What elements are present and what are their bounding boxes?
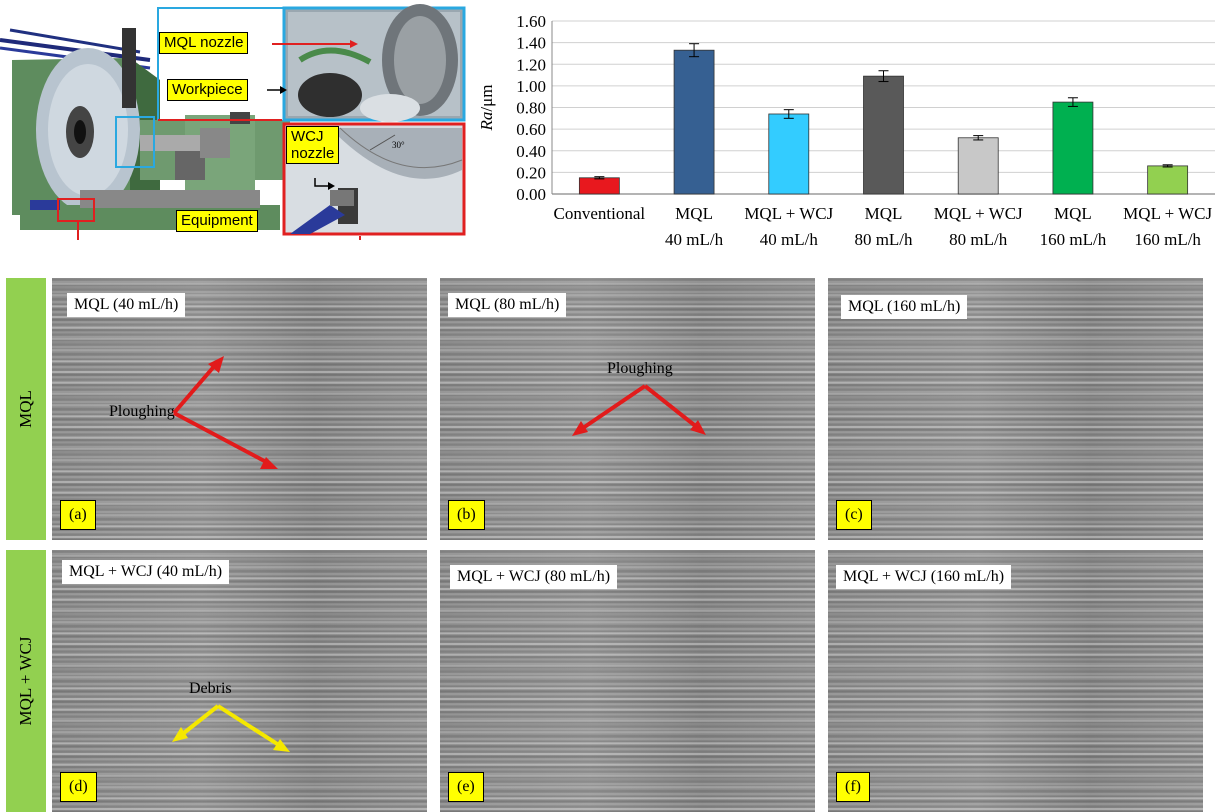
sem-panel-a: MQL (40 mL/h) Ploughing (a) xyxy=(52,278,427,540)
equipment-figure: 30° MQL nozzle Workpiece WCJ nozzle Equi… xyxy=(0,0,470,247)
y-tick-label: 1.40 xyxy=(516,34,546,53)
sem-panel-c-title: MQL (160 mL/h) xyxy=(841,295,968,319)
x-category-label: Conventional xyxy=(554,204,646,223)
roughness-chart: 0.00 0.20 0.40 0.60 0.80 1.00 1.20 1.40 1.60 Ra/μ… xyxy=(470,0,1221,270)
bar xyxy=(578,177,620,195)
x-category-sublabel: 40 mL/h xyxy=(665,230,724,249)
sem-panel-f-title: MQL + WCJ (160 mL/h) xyxy=(836,565,1012,589)
sem-panel-e-title: MQL + WCJ (80 mL/h) xyxy=(450,565,618,589)
bar xyxy=(768,113,810,195)
mql-nozzle-callout: MQL nozzle xyxy=(159,32,249,54)
x-category-sublabel: 80 mL/h xyxy=(949,230,1008,249)
sem-panel-b-letter: (b) xyxy=(448,500,485,530)
roughness-bar-chart: 0.00 0.20 0.40 0.60 0.80 1.00 1.20 1.40 1.60 Ra/μ… xyxy=(477,12,1215,249)
x-category-label: MQL xyxy=(865,204,903,223)
ploughing-label-a: Ploughing xyxy=(109,403,175,420)
debris-label-d: Debris xyxy=(189,680,232,697)
sem-panel-d-title: MQL + WCJ (40 mL/h) xyxy=(62,560,230,584)
bar xyxy=(957,137,999,195)
sem-panel-a-letter: (a) xyxy=(60,500,96,530)
row-label-mql-wcj: MQL + WCJ xyxy=(6,550,46,812)
sem-panel-f: MQL + WCJ (160 mL/h) (f) xyxy=(828,550,1203,812)
y-tick-label: 0.00 xyxy=(516,185,546,204)
y-axis-label: Ra/μm xyxy=(477,85,496,132)
y-tick-label: 1.00 xyxy=(516,77,546,96)
nozzle-angle-label: 30° xyxy=(392,140,405,150)
workpiece-callout: Workpiece xyxy=(167,79,248,101)
sem-panel-f-letter: (f) xyxy=(836,772,870,802)
sem-panel-c-letter: (c) xyxy=(836,500,872,530)
y-tick-label: 0.20 xyxy=(516,163,546,182)
y-tick-label: 0.80 xyxy=(516,99,546,118)
sem-panel-a-title: MQL (40 mL/h) xyxy=(67,293,186,317)
bar xyxy=(863,75,904,195)
x-category-sublabel: 160 mL/h xyxy=(1134,230,1201,249)
y-tick-label: 1.20 xyxy=(516,55,546,74)
sem-panel-c: MQL (160 mL/h) (c) xyxy=(828,278,1203,540)
sem-panel-d-letter: (d) xyxy=(60,772,97,802)
grinding-machine-illustration: 30° xyxy=(0,4,466,247)
row-label-mql-text: MQL xyxy=(16,390,35,428)
sem-panel-b: MQL (80 mL/h) Ploughing (b) xyxy=(440,278,815,540)
x-category-sublabel: 80 mL/h xyxy=(854,230,913,249)
ploughing-arrows-b xyxy=(572,384,706,436)
bar xyxy=(1147,165,1189,195)
equipment-callout: Equipment xyxy=(176,210,258,232)
x-category-label: MQL xyxy=(1054,204,1092,223)
x-category-label: MQL + WCJ xyxy=(934,204,1023,223)
x-category-label: MQL + WCJ xyxy=(744,204,833,223)
ploughing-arrows-a xyxy=(172,356,278,469)
bar xyxy=(1052,101,1094,195)
debris-arrows-d xyxy=(172,704,290,752)
sem-panel-e: MQL + WCJ (80 mL/h) (e) xyxy=(440,550,815,812)
sem-panel-d: MQL + WCJ (40 mL/h) Debris (d) xyxy=(52,550,427,812)
y-tick-label: 0.60 xyxy=(516,120,546,139)
x-category-label: MQL xyxy=(675,204,713,223)
x-category-sublabel: 40 mL/h xyxy=(760,230,819,249)
y-tick-label: 1.60 xyxy=(516,12,546,31)
y-tick-label: 0.40 xyxy=(516,142,546,161)
row-label-mql: MQL xyxy=(6,278,46,540)
row-label-mql-wcj-text: MQL + WCJ xyxy=(16,636,35,726)
x-category-sublabel: 160 mL/h xyxy=(1040,230,1107,249)
sem-panel-e-letter: (e) xyxy=(448,772,484,802)
wcj-nozzle-callout: WCJ nozzle xyxy=(286,126,340,164)
x-category-label: MQL + WCJ xyxy=(1123,204,1212,223)
sem-panel-b-title: MQL (80 mL/h) xyxy=(448,293,567,317)
ploughing-label-b: Ploughing xyxy=(607,360,673,377)
bar xyxy=(673,49,715,195)
